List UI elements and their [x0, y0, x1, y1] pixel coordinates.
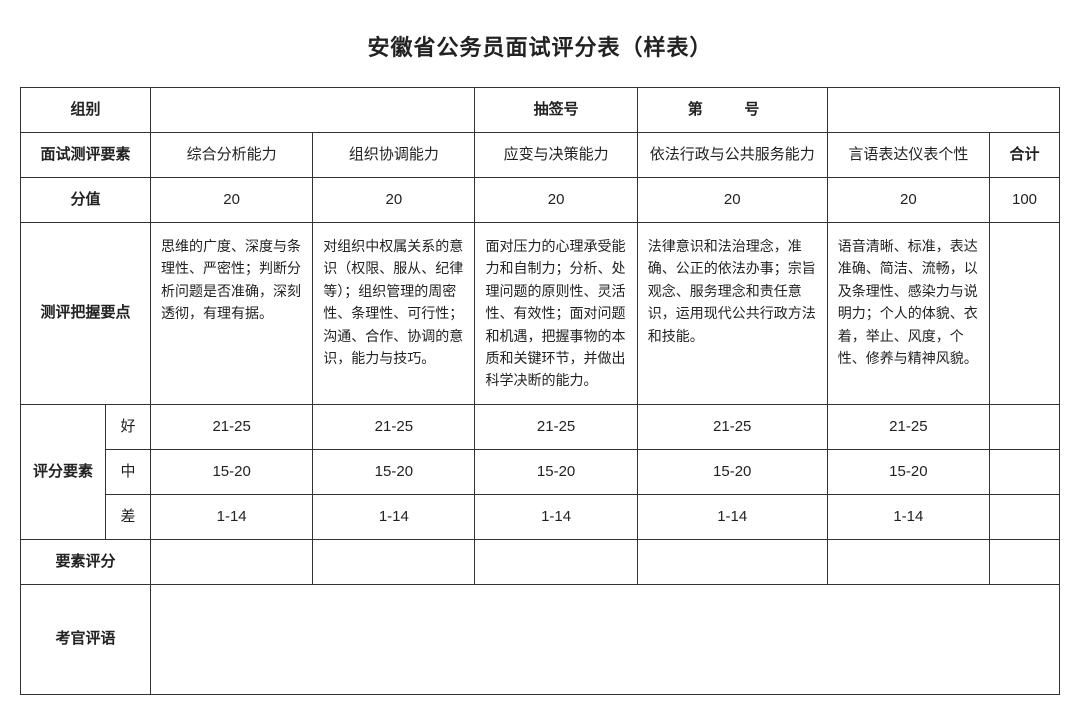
- score-0: 20: [151, 178, 313, 223]
- escore-total: [990, 539, 1060, 584]
- comment-row: 考官评语: [21, 584, 1060, 694]
- rating-good-label: 好: [106, 404, 151, 449]
- escore-4: [827, 539, 989, 584]
- bad-1: 1-14: [313, 494, 475, 539]
- mid-1: 15-20: [313, 449, 475, 494]
- rating-bad-row: 差 1-14 1-14 1-14 1-14 1-14: [21, 494, 1060, 539]
- mid-4: 15-20: [827, 449, 989, 494]
- score-row: 分值 20 20 20 20 20 100: [21, 178, 1060, 223]
- score-row-label: 分值: [21, 178, 151, 223]
- group-label: 组别: [21, 88, 151, 133]
- rating-mid-row: 中 15-20 15-20 15-20 15-20 15-20: [21, 449, 1060, 494]
- good-4: 21-25: [827, 404, 989, 449]
- order-suffix: 号: [744, 101, 759, 118]
- col-header-3: 依法行政与公共服务能力: [637, 133, 827, 178]
- good-total: [990, 404, 1060, 449]
- score-4: 20: [827, 178, 989, 223]
- keypoints-row: 测评把握要点 思维的广度、深度与条理性、严密性；判断分析问题是否准确，深刻透彻，…: [21, 223, 1060, 405]
- score-table: 组别 抽签号 第 号 面试测评要素 综合分析能力 组织协调能力 应变与决策能力 …: [20, 87, 1060, 695]
- good-1: 21-25: [313, 404, 475, 449]
- bad-4: 1-14: [827, 494, 989, 539]
- elementscore-label: 要素评分: [21, 539, 151, 584]
- escore-3: [637, 539, 827, 584]
- good-2: 21-25: [475, 404, 637, 449]
- col-header-1: 组织协调能力: [313, 133, 475, 178]
- col-header-2: 应变与决策能力: [475, 133, 637, 178]
- bad-total: [990, 494, 1060, 539]
- col-header-4: 言语表达仪表个性: [827, 133, 989, 178]
- desc-2: 面对压力的心理承受能力和自制力；分析、处理问题的原则性、灵活性、有效性；面对问题…: [475, 223, 637, 405]
- good-3: 21-25: [637, 404, 827, 449]
- bad-2: 1-14: [475, 494, 637, 539]
- escore-0: [151, 539, 313, 584]
- score-1: 20: [313, 178, 475, 223]
- desc-0: 思维的广度、深度与条理性、严密性；判断分析问题是否准确，深刻透彻，有理有据。: [151, 223, 313, 405]
- rating-good-row: 评分要素 好 21-25 21-25 21-25 21-25 21-25: [21, 404, 1060, 449]
- elementscore-row: 要素评分: [21, 539, 1060, 584]
- escore-2: [475, 539, 637, 584]
- desc-1: 对组织中权属关系的意识（权限、服从、纪律等）；组织管理的周密性、条理性、可行性；…: [313, 223, 475, 405]
- total-label: 合计: [990, 133, 1060, 178]
- page-title: 安徽省公务员面试评分表（样表）: [20, 30, 1060, 62]
- group-row: 组别 抽签号 第 号: [21, 88, 1060, 133]
- mid-2: 15-20: [475, 449, 637, 494]
- comment-label: 考官评语: [21, 584, 151, 694]
- score-2: 20: [475, 178, 637, 223]
- desc-total: [990, 223, 1060, 405]
- total-score: 100: [990, 178, 1060, 223]
- bad-0: 1-14: [151, 494, 313, 539]
- mid-total: [990, 449, 1060, 494]
- eval-header-row: 面试测评要素 综合分析能力 组织协调能力 应变与决策能力 依法行政与公共服务能力…: [21, 133, 1060, 178]
- keypoints-label: 测评把握要点: [21, 223, 151, 405]
- bad-3: 1-14: [637, 494, 827, 539]
- score-3: 20: [637, 178, 827, 223]
- eval-row-label: 面试测评要素: [21, 133, 151, 178]
- col-header-0: 综合分析能力: [151, 133, 313, 178]
- desc-3: 法律意识和法治理念，准确、公正的依法办事；宗旨观念、服务理念和责任意识，运用现代…: [637, 223, 827, 405]
- good-0: 21-25: [151, 404, 313, 449]
- lot-value: 第 号: [637, 88, 827, 133]
- rating-bad-label: 差: [106, 494, 151, 539]
- comment-value: [151, 584, 1060, 694]
- lot-label: 抽签号: [475, 88, 637, 133]
- lot-extra: [827, 88, 1059, 133]
- mid-3: 15-20: [637, 449, 827, 494]
- order-prefix: 第: [688, 101, 703, 118]
- desc-4: 语音清晰、标准，表达准确、简洁、流畅，以及条理性、感染力与说明力；个人的体貌、衣…: [827, 223, 989, 405]
- mid-0: 15-20: [151, 449, 313, 494]
- escore-1: [313, 539, 475, 584]
- group-value: [151, 88, 475, 133]
- rating-label: 评分要素: [21, 404, 106, 539]
- rating-mid-label: 中: [106, 449, 151, 494]
